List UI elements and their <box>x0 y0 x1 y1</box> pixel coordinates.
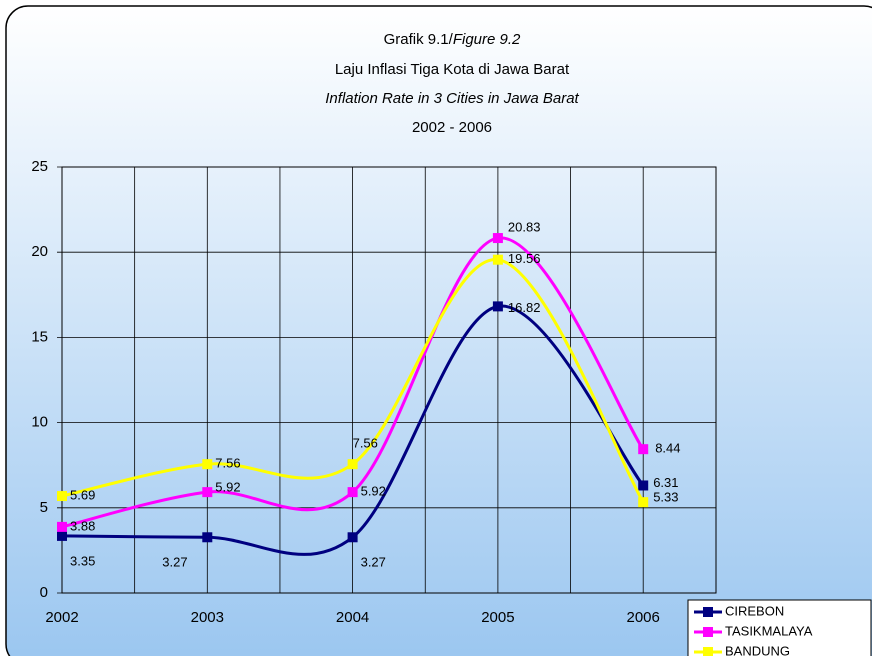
marker <box>492 233 503 244</box>
x-tick-label: 2003 <box>191 609 224 626</box>
legend <box>687 599 872 656</box>
legend-marker <box>703 647 713 656</box>
y-tick-label: 10 <box>31 414 48 431</box>
legend-label: TASIKMALAYA <box>725 623 813 638</box>
marker <box>57 491 67 502</box>
legend-marker <box>703 607 713 617</box>
legend-label: CIREBON <box>725 603 784 618</box>
data-label: 7.56 <box>215 456 240 471</box>
data-label: 5.92 <box>361 484 386 499</box>
title-part: Grafik 9.1/ <box>384 31 454 48</box>
data-label: 3.27 <box>162 555 187 570</box>
x-tick-label: 2005 <box>481 609 514 626</box>
data-label: 16.82 <box>508 300 541 315</box>
data-label: 20.83 <box>508 219 541 234</box>
line <box>61 236 645 529</box>
subtitle: 2002 - 2006 <box>412 119 492 136</box>
chart-background <box>5 5 872 656</box>
data-label: 3.35 <box>70 553 95 568</box>
marker <box>492 254 503 265</box>
x-tick-label: 2004 <box>336 609 369 626</box>
marker <box>347 487 358 498</box>
data-label: 3.27 <box>361 555 386 570</box>
data-label: 3.88 <box>70 518 95 533</box>
legend-marker <box>703 627 713 637</box>
data-label: 5.92 <box>215 480 240 495</box>
data-label: 6.31 <box>653 475 678 490</box>
marker <box>492 301 503 312</box>
y-tick-label: 20 <box>31 243 48 260</box>
marker <box>202 459 213 470</box>
marker <box>57 521 67 532</box>
title-part: Figure 9.2 <box>453 31 521 48</box>
data-label: 7.56 <box>353 436 378 451</box>
marker <box>638 497 649 508</box>
marker <box>347 532 358 543</box>
legend-label: BANDUNG <box>725 643 790 656</box>
y-tick-label: 5 <box>40 499 48 516</box>
data-label: 5.33 <box>653 490 678 505</box>
data-label: 5.69 <box>70 487 95 502</box>
subtitle: Inflation Rate in 3 Cities in Jawa Barat <box>325 90 579 107</box>
x-tick-label: 2006 <box>627 609 660 626</box>
y-tick-label: 15 <box>31 328 48 345</box>
chart-title: Grafik 9.1/Figure 9.2 <box>384 31 521 48</box>
subtitle: Laju Inflasi Tiga Kota di Jawa Barat <box>335 61 570 78</box>
x-tick-label: 2002 <box>45 609 78 626</box>
marker <box>638 444 649 455</box>
line <box>61 258 645 503</box>
y-tick-label: 25 <box>31 158 48 175</box>
marker <box>638 480 649 491</box>
marker <box>202 487 213 498</box>
data-label: 19.56 <box>508 251 541 266</box>
line <box>61 304 645 556</box>
marker <box>202 532 213 543</box>
y-tick-label: 0 <box>40 584 48 601</box>
marker <box>57 530 67 541</box>
marker <box>347 459 358 470</box>
data-label: 8.44 <box>655 441 680 456</box>
